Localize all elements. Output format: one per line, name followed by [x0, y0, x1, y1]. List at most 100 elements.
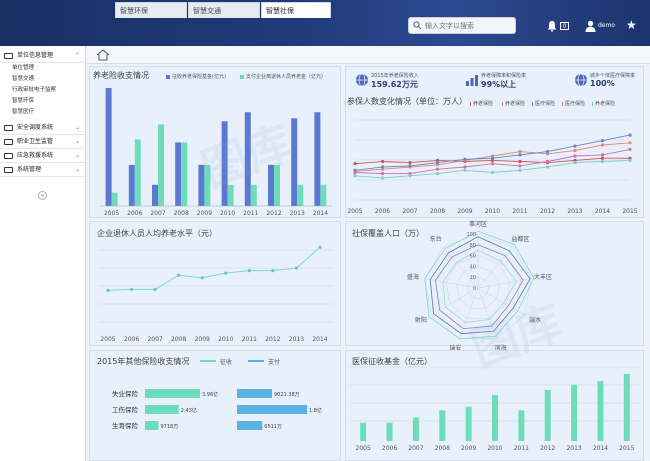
data-point	[600, 159, 605, 164]
x-tick-label: 2011	[512, 208, 527, 215]
radar-ring	[456, 266, 500, 309]
stat-value: 100%	[590, 79, 615, 88]
legend-label: 医疗保险	[565, 101, 586, 107]
radar-spoke	[443, 246, 479, 289]
radar-axis-label: 大丰区	[534, 273, 552, 281]
data-point	[600, 143, 605, 147]
sidebar-group-system[interactable]: 系统管理 ⌄	[0, 163, 85, 177]
bell-icon[interactable]	[546, 20, 558, 32]
bar	[175, 142, 182, 206]
data-point	[353, 162, 357, 166]
legend-label: 支付	[268, 359, 281, 366]
data-point	[628, 156, 632, 160]
bar	[297, 184, 304, 206]
other-insurance-title: 2015年其他保险收支情况	[97, 357, 190, 366]
data-point	[380, 159, 385, 164]
chevron-down-icon: ⌄	[74, 166, 80, 173]
x-tick-label: 2012	[540, 445, 555, 452]
home-icon[interactable]	[96, 49, 110, 61]
data-point	[518, 159, 522, 164]
radar-ring-label: 100	[466, 232, 476, 238]
sidebar-group-unit[interactable]: 单位信息管理 ⌃	[0, 49, 85, 63]
sidebar-group-health[interactable]: 职业卫生监管 ⌄	[0, 135, 85, 149]
retiree-panel	[89, 221, 341, 346]
bar	[274, 164, 280, 206]
bar	[244, 112, 251, 206]
x-tick-label: 2008	[435, 445, 450, 452]
radar-spoke	[477, 287, 525, 316]
radar-ring-label: 60	[470, 254, 476, 260]
data-point	[573, 158, 577, 162]
legend-swatch	[532, 101, 533, 106]
radar-series	[435, 244, 524, 330]
x-tick-label: 2005	[100, 336, 115, 343]
globe-icon	[356, 73, 368, 87]
legend-label: 养老保险	[505, 101, 526, 107]
bar	[268, 164, 274, 206]
data-point	[380, 165, 385, 169]
search-box[interactable]	[408, 17, 516, 34]
sidebar-group-rescue[interactable]: 应急救援系统 ⌄	[0, 149, 85, 163]
data-point	[408, 174, 412, 178]
data-point	[435, 172, 440, 176]
data-point	[153, 287, 157, 291]
data-point	[518, 168, 522, 172]
data-point	[106, 288, 110, 292]
bar	[181, 142, 188, 206]
category-label: 工伤保险	[112, 405, 139, 414]
x-tick-label: 2014	[595, 208, 610, 215]
tab-traffic[interactable]: 智慧交通	[188, 2, 260, 18]
sidebar-item-unit-manage[interactable]: 单位管理	[12, 65, 35, 71]
star-icon[interactable]: ★	[626, 18, 637, 32]
legend-item: 支付企业离退休人员养老金（亿元）	[240, 73, 326, 80]
bar	[105, 88, 112, 206]
sidebar-item-traffic[interactable]: 智慧交通	[12, 76, 35, 82]
data-point	[408, 161, 412, 165]
bar	[571, 384, 578, 441]
bar	[237, 405, 307, 414]
data-point	[380, 172, 385, 176]
data-point	[380, 176, 385, 180]
data-point	[628, 141, 632, 145]
tab-social[interactable]: 智慧社保	[261, 2, 331, 18]
bar	[412, 417, 419, 441]
data-point	[518, 164, 522, 168]
legend-label: 养老保险	[595, 101, 616, 107]
tab-env[interactable]: 智慧环保	[115, 2, 187, 18]
stat-label: 2015年养老保险收入	[371, 73, 419, 79]
legend-swatch	[166, 74, 170, 79]
data-point	[247, 269, 251, 273]
sidebar-item-approval[interactable]: 行政审批电子监察	[12, 87, 57, 93]
search-input[interactable]	[425, 19, 513, 32]
sidebar-item-env[interactable]: 智慧环保	[12, 98, 35, 104]
x-tick-label: 2005	[347, 208, 362, 215]
radar-ring	[467, 276, 489, 299]
username[interactable]: demo	[598, 22, 616, 29]
data-point	[463, 165, 467, 169]
user-icon[interactable]	[585, 20, 596, 32]
sidebar-item-medical[interactable]: 智慧医疗	[12, 109, 35, 115]
tab-bar	[87, 46, 650, 64]
collapse-sidebar-button[interactable]: «	[38, 191, 47, 200]
x-tick-label: 2007	[147, 336, 162, 343]
data-point	[353, 168, 357, 172]
bar	[518, 410, 525, 441]
x-tick-label: 2012	[540, 208, 555, 215]
sidebar-group-label: 单位信息管理	[17, 52, 54, 59]
legend-item: 医疗保险	[562, 100, 585, 107]
sidebar: 单位信息管理 ⌃ 单位管理 智慧交通 行政审批电子监察 智慧环保 智慧医疗 安全调…	[0, 46, 86, 461]
bar	[623, 373, 630, 441]
bar	[111, 192, 118, 206]
bar	[128, 164, 135, 206]
x-tick-label: 2009	[461, 445, 476, 452]
bar	[134, 139, 141, 206]
sidebar-group-safety[interactable]: 安全调度系统 ⌄	[0, 121, 85, 135]
monitor-icon	[4, 53, 13, 59]
chevron-down-icon: ⌄	[74, 124, 80, 131]
bar	[439, 410, 446, 441]
data-point	[573, 154, 577, 158]
